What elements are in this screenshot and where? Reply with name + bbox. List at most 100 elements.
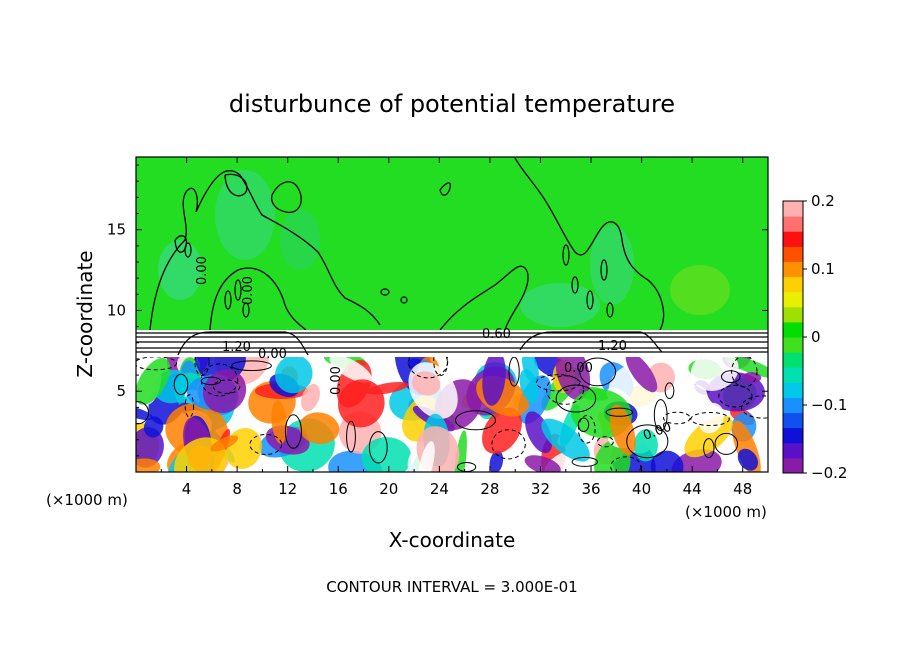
turbulence-patch bbox=[698, 402, 724, 434]
turbulence-contour bbox=[626, 424, 669, 459]
contour-line bbox=[439, 265, 529, 331]
x-tick-label: 36 bbox=[581, 480, 600, 498]
upper-dashed-contours bbox=[184, 242, 614, 318]
band-contours bbox=[136, 331, 768, 356]
turbulence-contour bbox=[546, 375, 584, 405]
contour-label: 1.20 bbox=[598, 339, 627, 354]
turbulence-patch bbox=[594, 439, 631, 472]
turbulence-contour bbox=[455, 410, 496, 431]
y-axis-label: Z-coordinate bbox=[73, 250, 97, 377]
colorbar-tick-label: 0.1 bbox=[811, 260, 835, 278]
turbulence-contour bbox=[578, 415, 596, 444]
dashed-contour bbox=[400, 296, 408, 304]
turbulence-contour bbox=[231, 360, 272, 372]
turbulence-contour bbox=[577, 417, 590, 433]
y-tick-label: 15 bbox=[107, 221, 126, 239]
colorbar-swatch bbox=[783, 216, 803, 232]
colorbar-swatch bbox=[783, 397, 803, 414]
contour-label: 0.00 bbox=[329, 366, 344, 395]
turbulence-patch bbox=[489, 450, 504, 472]
x-axis-label: X-coordinate bbox=[389, 528, 516, 552]
x-tick-label: 40 bbox=[632, 480, 651, 498]
dashed-contour bbox=[600, 259, 608, 281]
colorbar-swatch bbox=[783, 231, 803, 247]
y-axis: 5 10 15 bbox=[107, 164, 768, 457]
colorbar-swatch bbox=[783, 412, 803, 429]
x-tick-label: 32 bbox=[531, 480, 550, 498]
x-tick-label: 48 bbox=[733, 480, 752, 498]
dashed-contour bbox=[184, 242, 192, 258]
turbulence-patch bbox=[737, 448, 759, 471]
dashed-contour bbox=[380, 288, 390, 296]
turbulence-contour bbox=[664, 382, 675, 400]
x-tick-label: 44 bbox=[683, 480, 702, 498]
dashed-contour bbox=[234, 279, 242, 301]
turbulence-patch bbox=[555, 357, 591, 401]
turbulence-contour bbox=[212, 379, 241, 394]
colorbar-swatch bbox=[783, 276, 803, 293]
turbulence-patch bbox=[299, 412, 340, 444]
turbulence-contour bbox=[690, 412, 730, 426]
colorbar-swatch bbox=[783, 306, 803, 323]
contour-line bbox=[270, 181, 302, 214]
turbulence-contour bbox=[703, 438, 715, 459]
turbulence-contour bbox=[714, 432, 739, 455]
contour-line bbox=[224, 173, 248, 197]
dashed-contour bbox=[586, 290, 594, 310]
plot-frame bbox=[135, 156, 769, 473]
contour-line bbox=[439, 182, 452, 196]
colorbar-swatch bbox=[783, 246, 803, 262]
turbulence-contour bbox=[718, 384, 753, 408]
turbulence-patch bbox=[210, 435, 239, 452]
turbulence-contour bbox=[200, 363, 239, 397]
colorbar-swatch bbox=[783, 291, 803, 308]
turbulence-contour bbox=[579, 357, 617, 387]
x-axis: 4 8 12 16 20 24 28 32 36 40 44 48 bbox=[160, 157, 752, 498]
plot-area: 0.00 0.00 0.00 0.00 1.20 0.60 0.00 1.20 … bbox=[135, 156, 769, 473]
x-tick-label: 8 bbox=[232, 480, 242, 498]
colorbar-tick-label: 0 bbox=[811, 328, 821, 346]
turbulence-contour bbox=[284, 414, 302, 449]
turbulence-patch bbox=[454, 430, 467, 472]
colorbar-swatch bbox=[783, 367, 803, 383]
chart-title: disturbunce of potential temperature bbox=[229, 90, 675, 118]
turbulence-contour bbox=[605, 407, 633, 417]
upper-patches bbox=[158, 170, 730, 327]
contour-label: 1.20 bbox=[222, 340, 251, 355]
turbulence-patch bbox=[625, 357, 658, 393]
turbulence-contour bbox=[173, 373, 189, 395]
upper-patch bbox=[670, 265, 730, 315]
x-tick-label: 24 bbox=[430, 480, 449, 498]
colorbar-swatch bbox=[783, 427, 803, 444]
contour-line bbox=[209, 267, 307, 331]
contour-labels: 0.00 0.00 0.00 0.00 1.20 0.60 0.00 1.20 … bbox=[195, 256, 674, 444]
contour-label: 0.60 bbox=[482, 327, 511, 342]
x-tick-label: 12 bbox=[278, 480, 297, 498]
turbulence-patch bbox=[136, 458, 161, 472]
dashed-contour bbox=[606, 302, 614, 318]
contour-label: 0.00 bbox=[564, 361, 593, 376]
turbulence-contour bbox=[535, 374, 581, 392]
upper-patch bbox=[215, 170, 275, 260]
contour-line bbox=[514, 157, 665, 331]
turbulence-patch bbox=[418, 441, 435, 472]
upper-patch bbox=[280, 210, 320, 270]
dashed-contour bbox=[224, 290, 232, 310]
turbulence-patch bbox=[337, 379, 385, 428]
colorbar-swatch bbox=[783, 382, 803, 398]
colorbar-swatch bbox=[783, 201, 803, 217]
colorbar: 0.2 0.1 0 −0.1 −0.2 bbox=[782, 192, 847, 482]
turbulence-contour bbox=[741, 395, 768, 419]
turbulence-patch bbox=[143, 416, 164, 438]
turbulence-contour bbox=[136, 357, 178, 371]
turbulence-contour bbox=[571, 456, 598, 467]
turbulence-contour bbox=[721, 370, 741, 384]
x-tick-label: 28 bbox=[480, 480, 499, 498]
turbulence-patch bbox=[203, 369, 247, 413]
turbulence-patch bbox=[650, 450, 684, 472]
turbulence-patch bbox=[633, 429, 658, 462]
turbulence-contour bbox=[610, 456, 642, 472]
upper-contours bbox=[149, 157, 665, 331]
upper-patch bbox=[590, 225, 634, 305]
turbulence-contour bbox=[653, 399, 668, 432]
